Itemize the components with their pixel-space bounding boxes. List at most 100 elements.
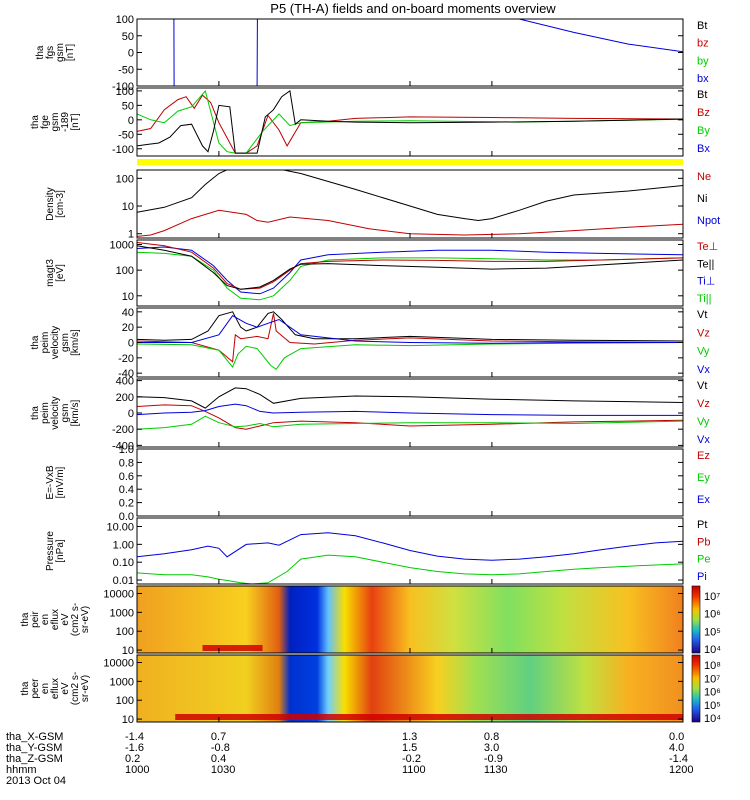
panel-pressure: 10.00 1.00 0.10 0.01 Pressure [nPa] Pt Pb Pe Pi (45, 517, 710, 587)
series-line-vt (137, 387, 683, 409)
colorbar-tick-label: 10⁴ (704, 713, 721, 725)
y-tick-label: 400 (116, 376, 134, 388)
panel-magt3: 1000 100 10 magt3 [eV] Te⊥ Te|| Ti⊥ Ti|| (45, 239, 718, 307)
y-tick-label: 0.01 (113, 575, 134, 587)
y-tick-label: 100 (116, 86, 134, 98)
series-line-te (137, 245, 683, 290)
spectrogram-band (202, 645, 263, 651)
legend-entry: Vy (697, 416, 710, 428)
colorbar-tick-label: 10⁵ (704, 700, 721, 712)
legend-entry: Pi (697, 571, 707, 583)
panel-frame (136, 18, 684, 87)
series-line-te (137, 242, 683, 290)
y-tick-label: 0.2 (119, 498, 134, 510)
colorbar (691, 585, 701, 654)
y-tick-label: 10000 (103, 658, 134, 670)
y-tick-label: 100 (116, 173, 134, 185)
legend-entry: Ti⊥ (697, 276, 715, 288)
y-tick-label: 20 (122, 322, 134, 334)
y-axis-label: peir (30, 610, 41, 627)
series-line-vy (137, 342, 683, 370)
series-line-vy (137, 415, 683, 430)
panel-fge: 100 50 0 -50 -100 tha fge gsm -189 [nT] Bt Bz By Bx (30, 86, 710, 165)
colorbar-tick-label: 10⁵ (704, 626, 721, 638)
y-tick-label: 1000 (110, 676, 134, 688)
y-tick-label: -100 (112, 81, 134, 93)
legend-entry: By (697, 125, 710, 137)
y-axis-label: peim (40, 332, 51, 354)
panel-frame (136, 169, 684, 239)
series-line-bt (137, 90, 683, 154)
y-tick-label: 10 (122, 201, 134, 213)
legend-entry: Vz (697, 327, 710, 339)
legend-entry: Ti|| (697, 293, 711, 305)
y-tick-label: 1.0 (119, 444, 134, 456)
legend-entry: Te⊥ (697, 241, 718, 253)
y-tick-label: -50 (118, 129, 134, 141)
footer-value: 3.0 (484, 742, 499, 754)
y-axis-label: Pressure (45, 531, 56, 571)
y-axis-label: velocity (50, 396, 61, 429)
legend-entry: Bt (697, 89, 707, 101)
y-tick-label: 40 (122, 307, 134, 319)
footer-row-label: 2013 Oct 04 (6, 775, 66, 787)
y-tick-label: 10.00 (106, 522, 134, 534)
y-tick-label: 100 (116, 626, 134, 638)
legend-entry: Bt (697, 20, 707, 32)
colorbar-tick-label: 10⁸ (704, 660, 721, 672)
legend-entry: Pt (697, 519, 707, 531)
legend-entry: bz (697, 38, 709, 50)
footer-value: 0.8 (484, 731, 499, 743)
panel-fgs: 100 50 0 -50 -100 tha fgs gsm [nT] Bt bz by bx (35, 14, 709, 93)
y-tick-label: -400 (112, 440, 134, 452)
series-line-vx (137, 315, 683, 344)
footer-value: 1000 (125, 764, 149, 776)
y-tick-label: -20 (118, 353, 134, 365)
footer-value: 1200 (669, 764, 693, 776)
series-line-vx (137, 403, 683, 416)
legend-entry: Vz (697, 398, 710, 410)
colorbar-tick-label: 10⁶ (704, 687, 721, 699)
y-axis-label: E=-VxB (45, 465, 56, 500)
y-tick-label: -100 (112, 144, 134, 156)
series-line-ti (137, 251, 683, 301)
y-tick-label: 1000 (110, 240, 134, 252)
legend-entry: Bx (697, 143, 710, 155)
footer-row-label: tha_Y-GSM (6, 742, 62, 754)
footer-value: -0.9 (484, 753, 503, 765)
series-line-vz (137, 404, 683, 430)
y-tick-label: 0 (128, 338, 134, 350)
y-tick-label: 50 (122, 100, 134, 112)
chart-title: P5 (TH-A) fields and on-board moments ov… (270, 1, 556, 16)
y-tick-label: 0.6 (119, 471, 134, 483)
y-tick-label: 100 (116, 14, 134, 26)
colorbar-tick-label: 10⁴ (704, 644, 721, 656)
y-tick-label: 1 (128, 229, 134, 241)
y-axis-label: tha (30, 406, 41, 420)
y-axis-label: [km/s] (70, 329, 81, 356)
legend-entry: Npot (697, 215, 720, 227)
y-axis-label: eV (60, 613, 71, 626)
y-axis-label: sr-eV) (80, 606, 91, 633)
y-axis-label: [nT] (70, 113, 81, 130)
y-axis-label: gsm (55, 43, 66, 62)
y-axis-label: gsm (60, 404, 71, 423)
colorbar (691, 654, 701, 723)
y-tick-label: 1000 (110, 607, 134, 619)
y-tick-label: 100 (116, 265, 134, 277)
y-axis-label: eflux (50, 678, 61, 699)
y-tick-label: 0.4 (119, 484, 134, 496)
colorbar-tick-label: 10⁶ (704, 609, 721, 621)
y-axis-label: -189 (60, 112, 71, 132)
y-tick-label: 0.10 (113, 557, 134, 569)
y-tick-label: -200 (112, 424, 134, 436)
legend-entry: Ne (697, 171, 711, 183)
legend-entry: Ex (697, 494, 710, 506)
y-axis-label: [mV/m] (55, 466, 66, 498)
y-axis-label: en (40, 683, 51, 694)
spectrogram (137, 586, 683, 653)
colorbar-tick-label: 10⁷ (704, 673, 720, 685)
panel-peir: 10000 1000 100 10 tha peir en eflux eV (cm2 s-sr-… (20, 585, 721, 657)
